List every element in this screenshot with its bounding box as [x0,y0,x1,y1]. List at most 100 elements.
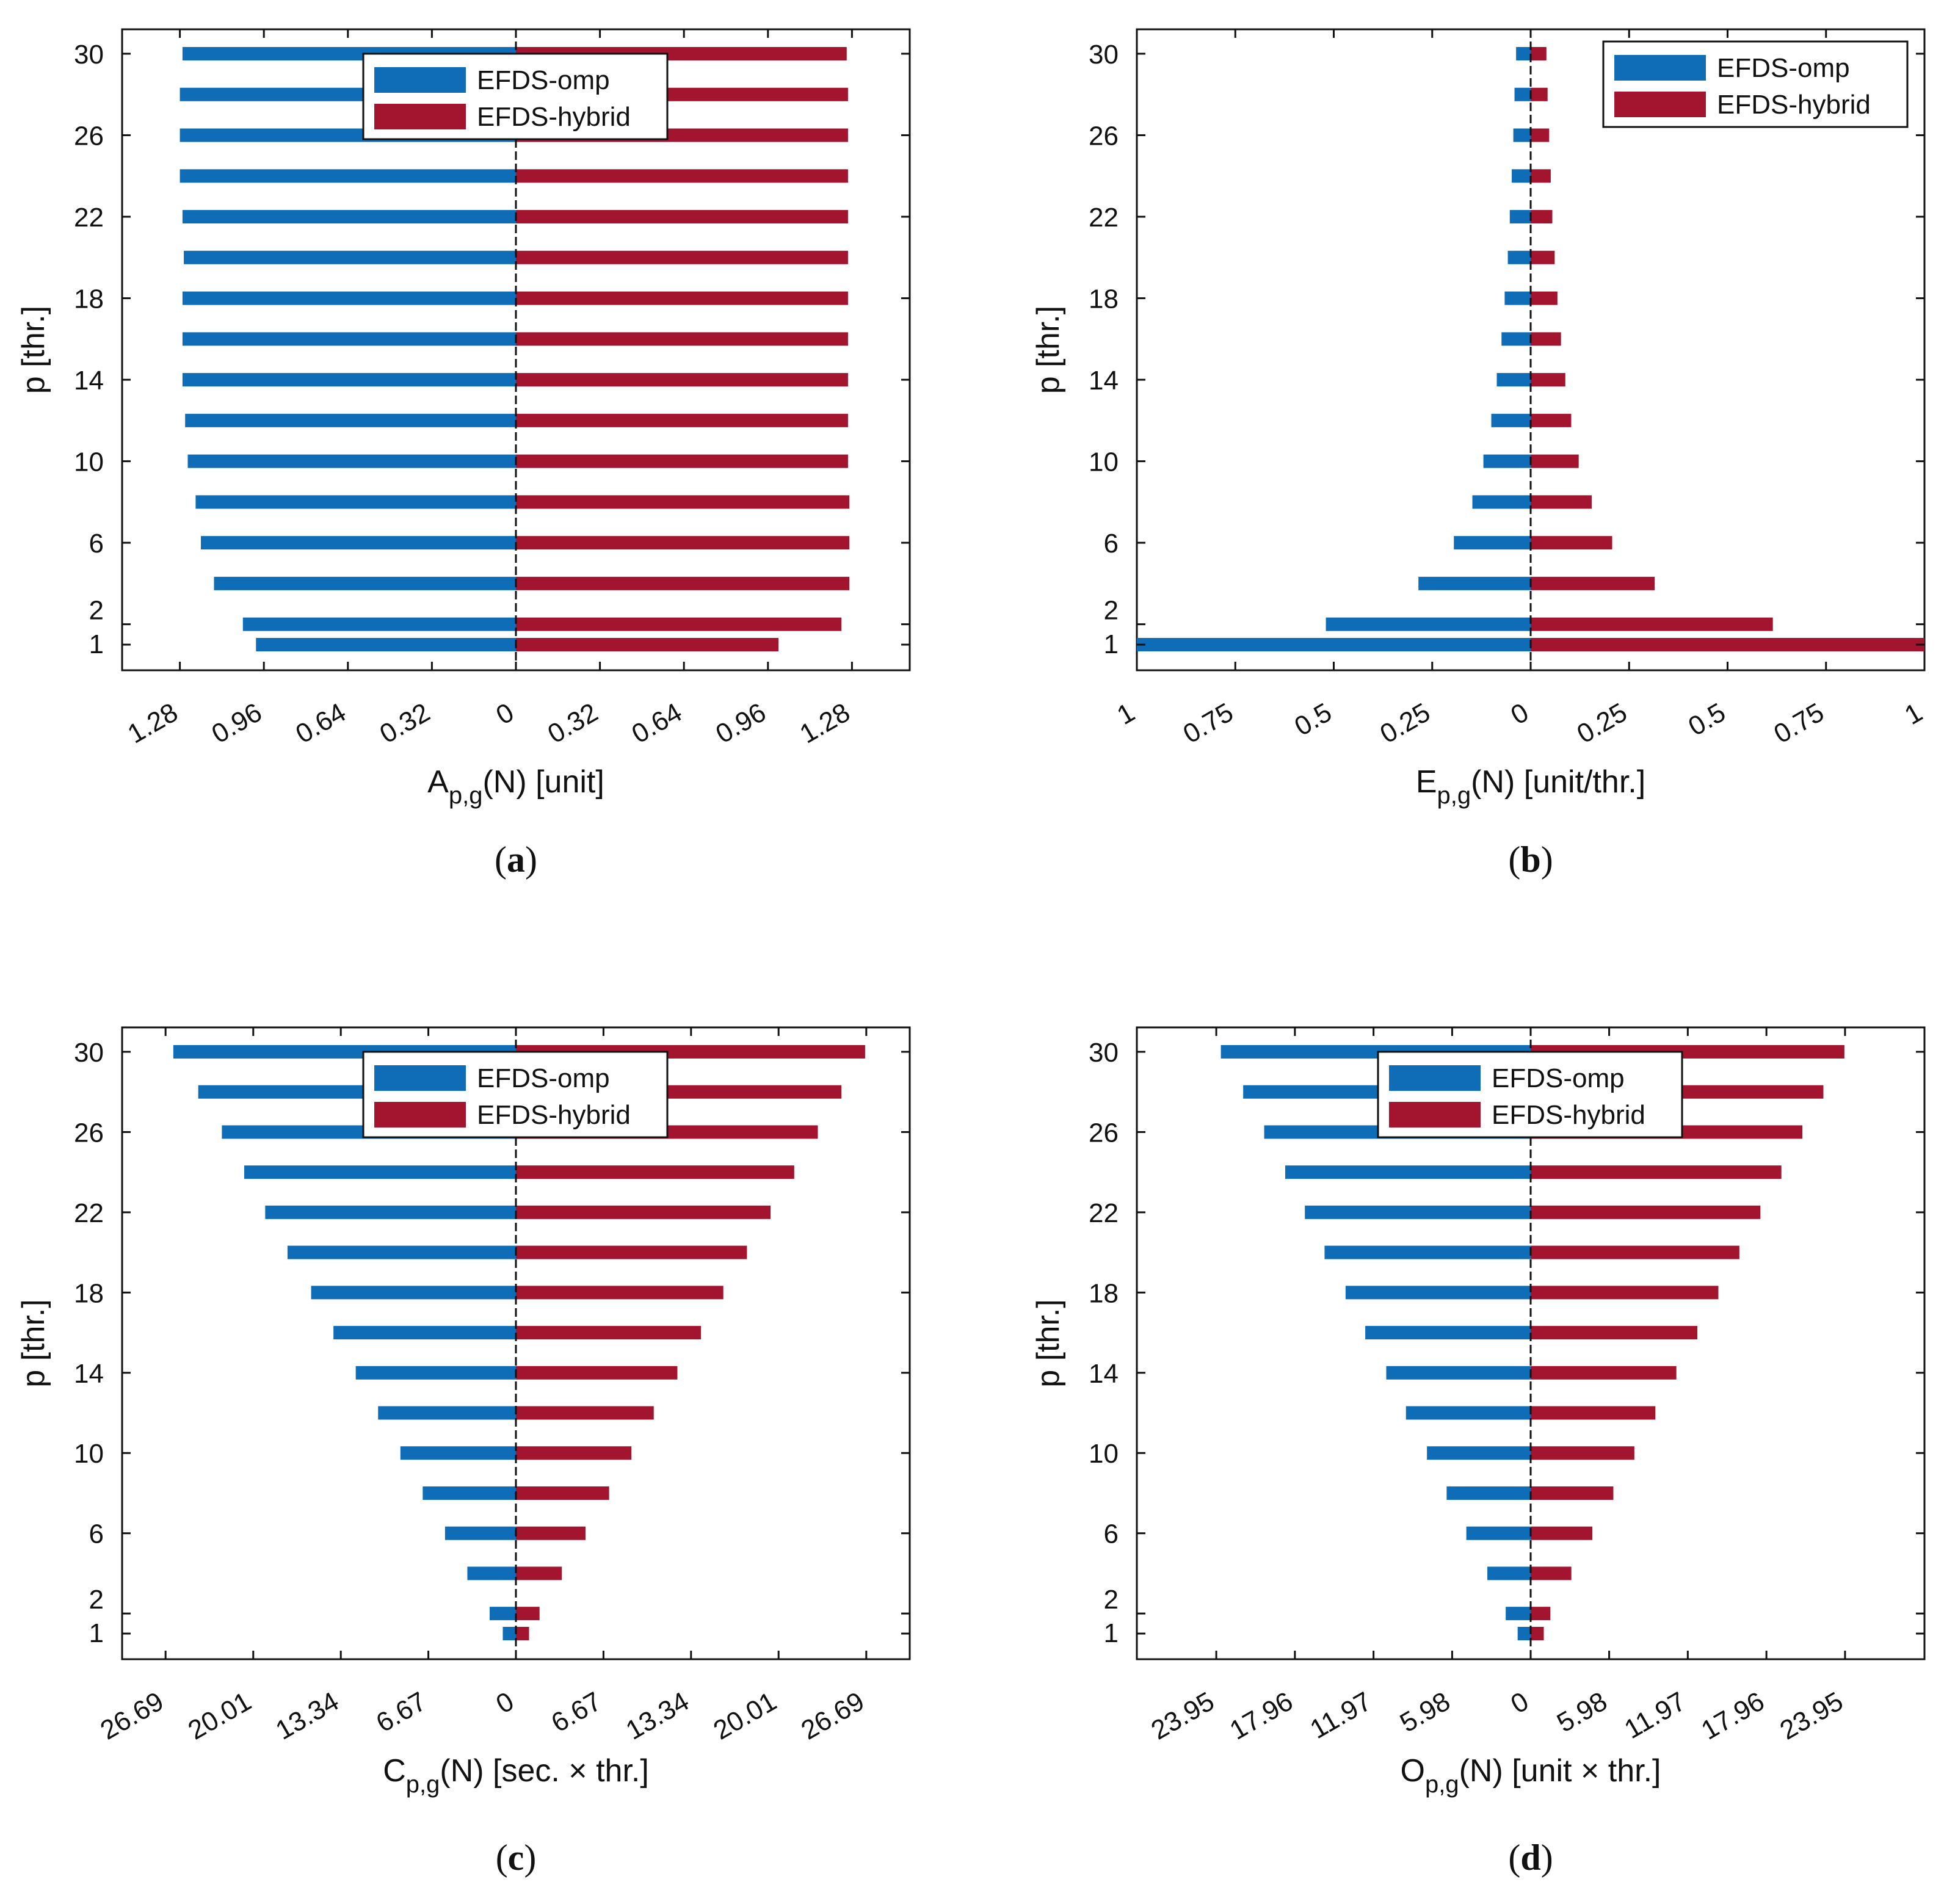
y-axis-label: p [thr.] [16,306,51,394]
panel-label-close: ) [1541,1837,1553,1878]
bar-omp-p12 [378,1406,516,1420]
legend-swatch-hybrid [374,1102,466,1128]
panel-label-close: ) [525,839,537,880]
bar-hybrid-p2 [516,617,842,631]
bar-hybrid-p2 [1531,1607,1551,1621]
bar-hybrid-p12 [1531,413,1572,427]
bar-hybrid-p26 [1531,128,1550,142]
x-tick-label: 5.98 [1552,1686,1612,1738]
y-tick-label: 1 [89,1618,104,1648]
bar-hybrid-p4 [516,576,850,590]
x-tick-label: 0.32 [375,697,435,749]
bar-omp-p4 [467,1566,516,1580]
bar-omp-p14 [1496,373,1531,387]
x-tick-label: 1 [1112,697,1140,731]
bar-omp-p16 [333,1326,516,1340]
bar-omp-p16 [1501,332,1531,346]
bar-omp-p8 [423,1486,516,1500]
y-tick-label: 2 [1104,596,1119,626]
y-tick-label: 6 [89,529,104,559]
bar-omp-p24 [1512,169,1531,183]
x-tick-label: 0.64 [291,697,351,749]
y-tick-label: 18 [1089,284,1119,314]
y-tick-label: 22 [74,203,104,233]
bar-omp-p10 [1427,1446,1531,1460]
y-tick-label: 30 [74,40,104,70]
y-axis-label: p [thr.] [1031,1299,1066,1388]
bar-hybrid-p24 [1531,169,1551,183]
bar-omp-p6 [201,536,516,550]
x-tick-label: 5.98 [1395,1686,1456,1738]
y-tick-label: 18 [74,284,104,314]
bar-hybrid-p14 [516,1366,678,1380]
bar-omp-p12 [185,413,516,427]
y-tick-label: 18 [1089,1278,1119,1308]
x-axis-label: Ap,g(N) [unit] [427,764,604,809]
x-tick-label: 1 [1899,697,1928,731]
bar-omp-p4 [1418,576,1531,590]
y-tick-label: 30 [1089,40,1119,70]
x-tick-label: 0.64 [627,697,687,749]
x-tick-label: 17.96 [1696,1686,1769,1745]
y-tick-label: 2 [1104,1585,1119,1615]
x-tick-label: 0 [491,1686,519,1720]
legend-label-omp: EFDS-omp [477,1063,610,1093]
x-axis-label-sub: p,g [406,1771,440,1798]
legend-swatch-omp [374,67,466,93]
bar-hybrid-p24 [516,169,848,183]
y-tick-label: 1 [1104,1618,1119,1648]
y-tick-label: 1 [89,629,104,659]
y-tick-label: 10 [74,447,104,477]
y-tick-label: 18 [74,1278,104,1308]
bar-omp-p8 [1472,495,1531,509]
panel-label-open: ( [496,1837,508,1878]
bar-hybrid-p6 [1531,1526,1593,1540]
bar-hybrid-p22 [1531,1205,1761,1219]
bar-hybrid-p14 [1531,1366,1677,1380]
y-tick-label: 22 [74,1198,104,1228]
bar-omp-p22 [265,1205,516,1219]
bar-hybrid-p22 [1531,210,1553,224]
bar-omp-p6 [1466,1526,1531,1540]
bar-omp-p14 [1386,1366,1531,1380]
panel-label-letter: c [508,1837,524,1878]
x-axis-label: Op,g(N) [unit × thr.] [1401,1753,1661,1798]
legend-label-hybrid: EFDS-hybrid [1492,1100,1645,1130]
bar-omp-p1 [502,1627,516,1640]
bar-hybrid-p8 [516,1486,609,1500]
legend: EFDS-omp EFDS-hybrid [362,1051,669,1138]
x-axis-label-main: E [1416,764,1437,800]
bar-hybrid-p18 [1531,291,1558,305]
x-axis-label-main: C [383,1753,406,1789]
y-tick-label: 22 [1089,203,1119,233]
bar-omp-p10 [400,1446,516,1460]
x-tick-label: 0 [1506,697,1534,731]
bar-omp-p18 [311,1286,516,1300]
x-tick-label: 20.01 [183,1686,256,1745]
bar-hybrid-p10 [516,454,848,468]
bar-omp-p16 [182,332,516,346]
bar-omp-p22 [1509,210,1531,224]
y-tick-label: 14 [1089,366,1119,396]
bar-hybrid-p12 [1531,1406,1656,1420]
bar-omp-p30 [1516,47,1531,60]
bar-omp-p12 [1491,413,1531,427]
legend: EFDS-omp EFDS-hybrid [1602,40,1909,128]
x-tick-label: 23.95 [1146,1686,1219,1745]
bar-hybrid-p2 [1531,617,1773,631]
legend-swatch-omp [1614,55,1706,81]
panel-label: (d) [1508,1837,1553,1878]
bar-omp-p10 [1483,454,1531,468]
y-tick-label: 14 [74,1359,104,1389]
x-tick-label: 1.28 [795,697,855,749]
panel-label-letter: a [507,839,525,880]
y-tick-label: 2 [89,1585,104,1615]
bar-hybrid-p8 [1531,495,1592,509]
x-tick-label: 0.25 [1375,697,1435,749]
bar-hybrid-p2 [516,1607,540,1621]
bar-hybrid-p8 [1531,1486,1614,1500]
bar-omp-p4 [214,576,516,590]
